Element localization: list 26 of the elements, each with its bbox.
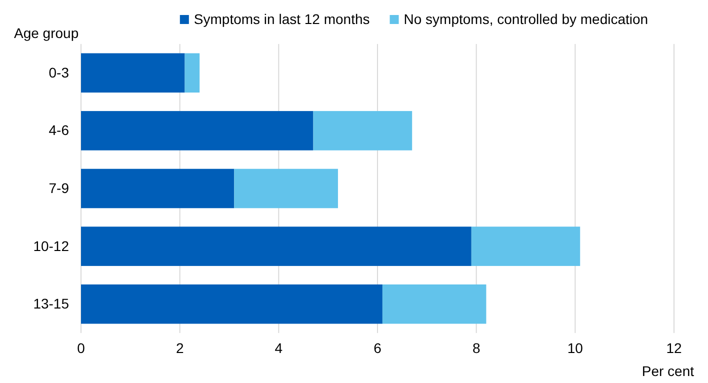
y-tick-label: 0-3 <box>48 64 70 80</box>
y-tick-label: 13-15 <box>33 296 70 312</box>
x-tick-label: 0 <box>77 340 86 356</box>
x-axis-title: Per cent <box>642 363 694 379</box>
bar <box>81 168 234 208</box>
y-tick-label: 4-6 <box>48 122 70 138</box>
y-axis-title: Age group <box>14 25 79 41</box>
bar <box>471 226 580 266</box>
y-tick-label: 10-12 <box>33 238 70 254</box>
bar <box>81 111 314 150</box>
bar <box>81 284 382 324</box>
bar <box>81 53 185 93</box>
bar <box>382 284 486 324</box>
bar <box>184 53 200 93</box>
x-tick-label: 6 <box>374 340 382 356</box>
x-tick-label: 12 <box>666 340 682 356</box>
bar <box>81 226 472 266</box>
y-tick-label: 7-9 <box>48 180 70 196</box>
x-tick-label: 10 <box>567 340 584 356</box>
x-tick-label: 2 <box>176 340 184 356</box>
legend-label: Symptoms in last 12 months <box>194 11 370 27</box>
x-tick-label: 4 <box>274 340 283 356</box>
bar <box>313 111 412 150</box>
x-tick-label: 8 <box>472 340 480 356</box>
bar <box>234 168 338 208</box>
legend-label: No symptoms, controlled by medication <box>404 11 648 27</box>
